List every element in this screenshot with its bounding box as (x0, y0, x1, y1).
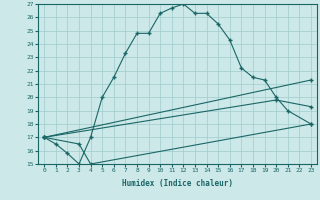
X-axis label: Humidex (Indice chaleur): Humidex (Indice chaleur) (122, 179, 233, 188)
